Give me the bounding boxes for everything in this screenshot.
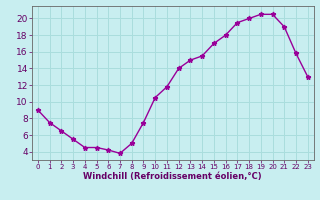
X-axis label: Windchill (Refroidissement éolien,°C): Windchill (Refroidissement éolien,°C) xyxy=(84,172,262,181)
